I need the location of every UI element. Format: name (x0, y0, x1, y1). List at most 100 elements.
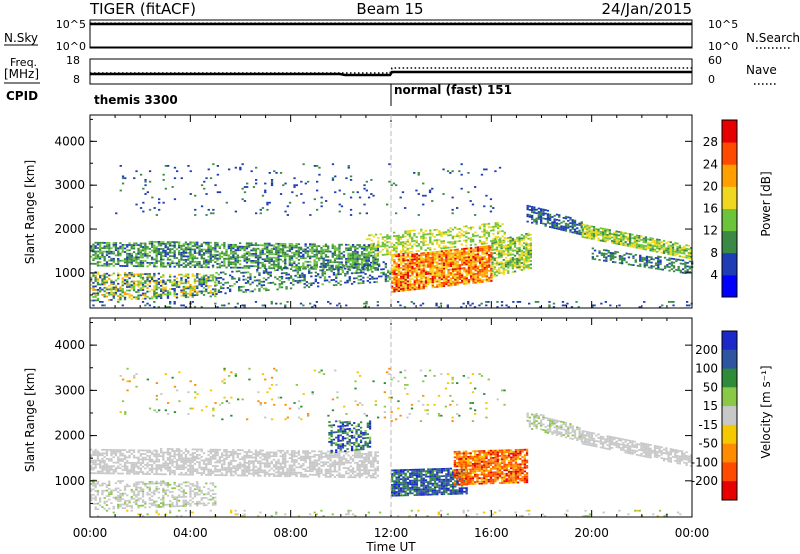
heatmap-cell (207, 250, 210, 253)
heatmap-cell (358, 254, 361, 257)
heatmap-cell (144, 242, 147, 245)
heatmap-cell (365, 260, 368, 262)
heatmap-cell (375, 261, 378, 264)
heatmap-cell (164, 473, 167, 476)
heatmap-cell (516, 266, 519, 269)
heatmap-cell (626, 245, 630, 247)
heatmap-cell (144, 193, 147, 195)
heatmap-cell (313, 245, 316, 247)
heatmap-cell (540, 218, 543, 221)
heatmap-cell (442, 283, 446, 286)
heatmap-cell (458, 271, 461, 273)
heatmap-cell (164, 244, 167, 247)
heatmap-cell (141, 254, 145, 257)
heatmap-cell (422, 232, 425, 234)
heatmap-cell (148, 208, 152, 211)
heatmap-cell (431, 270, 434, 273)
heatmap-cell (141, 294, 145, 297)
heatmap-cell (132, 284, 136, 286)
heatmap-cell (372, 251, 375, 254)
heatmap-cell (216, 173, 219, 176)
heatmap-cell (431, 263, 434, 266)
heatmap-cell (640, 247, 643, 250)
heatmap-cell (239, 263, 242, 266)
heatmap-cell (590, 237, 593, 240)
heatmap-cell (418, 265, 421, 267)
heatmap-cell (164, 249, 167, 252)
heatmap-cell (310, 275, 313, 278)
heatmap-cell (160, 255, 163, 257)
heatmap-cell (684, 270, 687, 273)
heatmap-cell (308, 272, 311, 274)
heatmap-cell (467, 265, 471, 267)
heatmap-cell (444, 247, 448, 249)
heatmap-cell (586, 229, 589, 232)
heatmap-cell (362, 280, 365, 283)
heatmap-cell (442, 255, 446, 258)
heatmap-cell (139, 294, 142, 297)
heatmap-cell (617, 238, 621, 240)
heatmap-cell (603, 254, 606, 257)
heatmap-cell (207, 292, 210, 294)
heatmap-cell (491, 247, 494, 250)
heatmap-cell (653, 245, 657, 247)
heatmap-cell (263, 246, 267, 248)
heatmap-cell (144, 453, 147, 455)
heatmap-cell (529, 247, 532, 250)
heatmap-cell (239, 247, 242, 250)
heatmap-cell (564, 228, 568, 230)
heatmap-cell (415, 275, 419, 278)
heatmap-cell (151, 240, 154, 243)
heatmap-cell (248, 260, 251, 262)
heatmap-cell (431, 260, 434, 262)
heatmap-cell (220, 304, 224, 307)
heatmap-cell (345, 261, 348, 264)
heatmap-cell (614, 250, 617, 253)
heatmap-cell (132, 258, 136, 260)
heatmap-cell (339, 283, 342, 286)
heatmap-cell (402, 272, 405, 274)
heatmap-cell (491, 252, 494, 255)
heatmap-cell (381, 245, 384, 248)
heatmap-cell (371, 277, 374, 280)
heatmap-cell (641, 258, 644, 261)
heatmap-cell (679, 269, 682, 272)
heatmap-cell (391, 282, 394, 284)
heatmap-cell (494, 236, 497, 238)
heatmap-cell (141, 283, 145, 286)
heatmap-cell (451, 241, 454, 243)
heatmap-cell (157, 466, 160, 468)
heatmap-cell (444, 231, 448, 233)
heatmap-cell (465, 268, 468, 271)
heatmap-cell (146, 458, 149, 461)
heatmap-cell (418, 279, 421, 281)
heatmap-cell (110, 263, 113, 265)
heatmap-cell (162, 453, 165, 456)
heatmap-cell (624, 244, 627, 247)
heatmap-cell (400, 284, 403, 287)
nave-tick-bottom: 0 (708, 73, 715, 86)
heatmap-cell (278, 276, 281, 278)
heatmap-cell (236, 245, 239, 248)
heatmap-cell (296, 280, 299, 282)
heatmap-cell (182, 461, 185, 463)
heatmap-cell (141, 263, 145, 266)
heatmap-cell (373, 267, 376, 269)
heatmap-cell (218, 252, 221, 255)
heatmap-cell (377, 245, 380, 248)
heatmap-cell (447, 258, 450, 261)
heatmap-cell (662, 246, 666, 249)
heatmap-cell (103, 461, 106, 464)
heatmap-cell (178, 251, 181, 254)
heatmap-cell (94, 472, 97, 475)
heatmap-cell (110, 250, 113, 253)
heatmap-cell (454, 275, 457, 277)
heatmap-cell (507, 237, 510, 239)
heatmap-cell (189, 283, 192, 286)
heatmap-cell (528, 214, 531, 216)
heatmap-cell (426, 233, 430, 235)
heatmap-cell (155, 457, 158, 459)
heatmap-cell (488, 248, 491, 251)
heatmap-cell (456, 269, 459, 272)
